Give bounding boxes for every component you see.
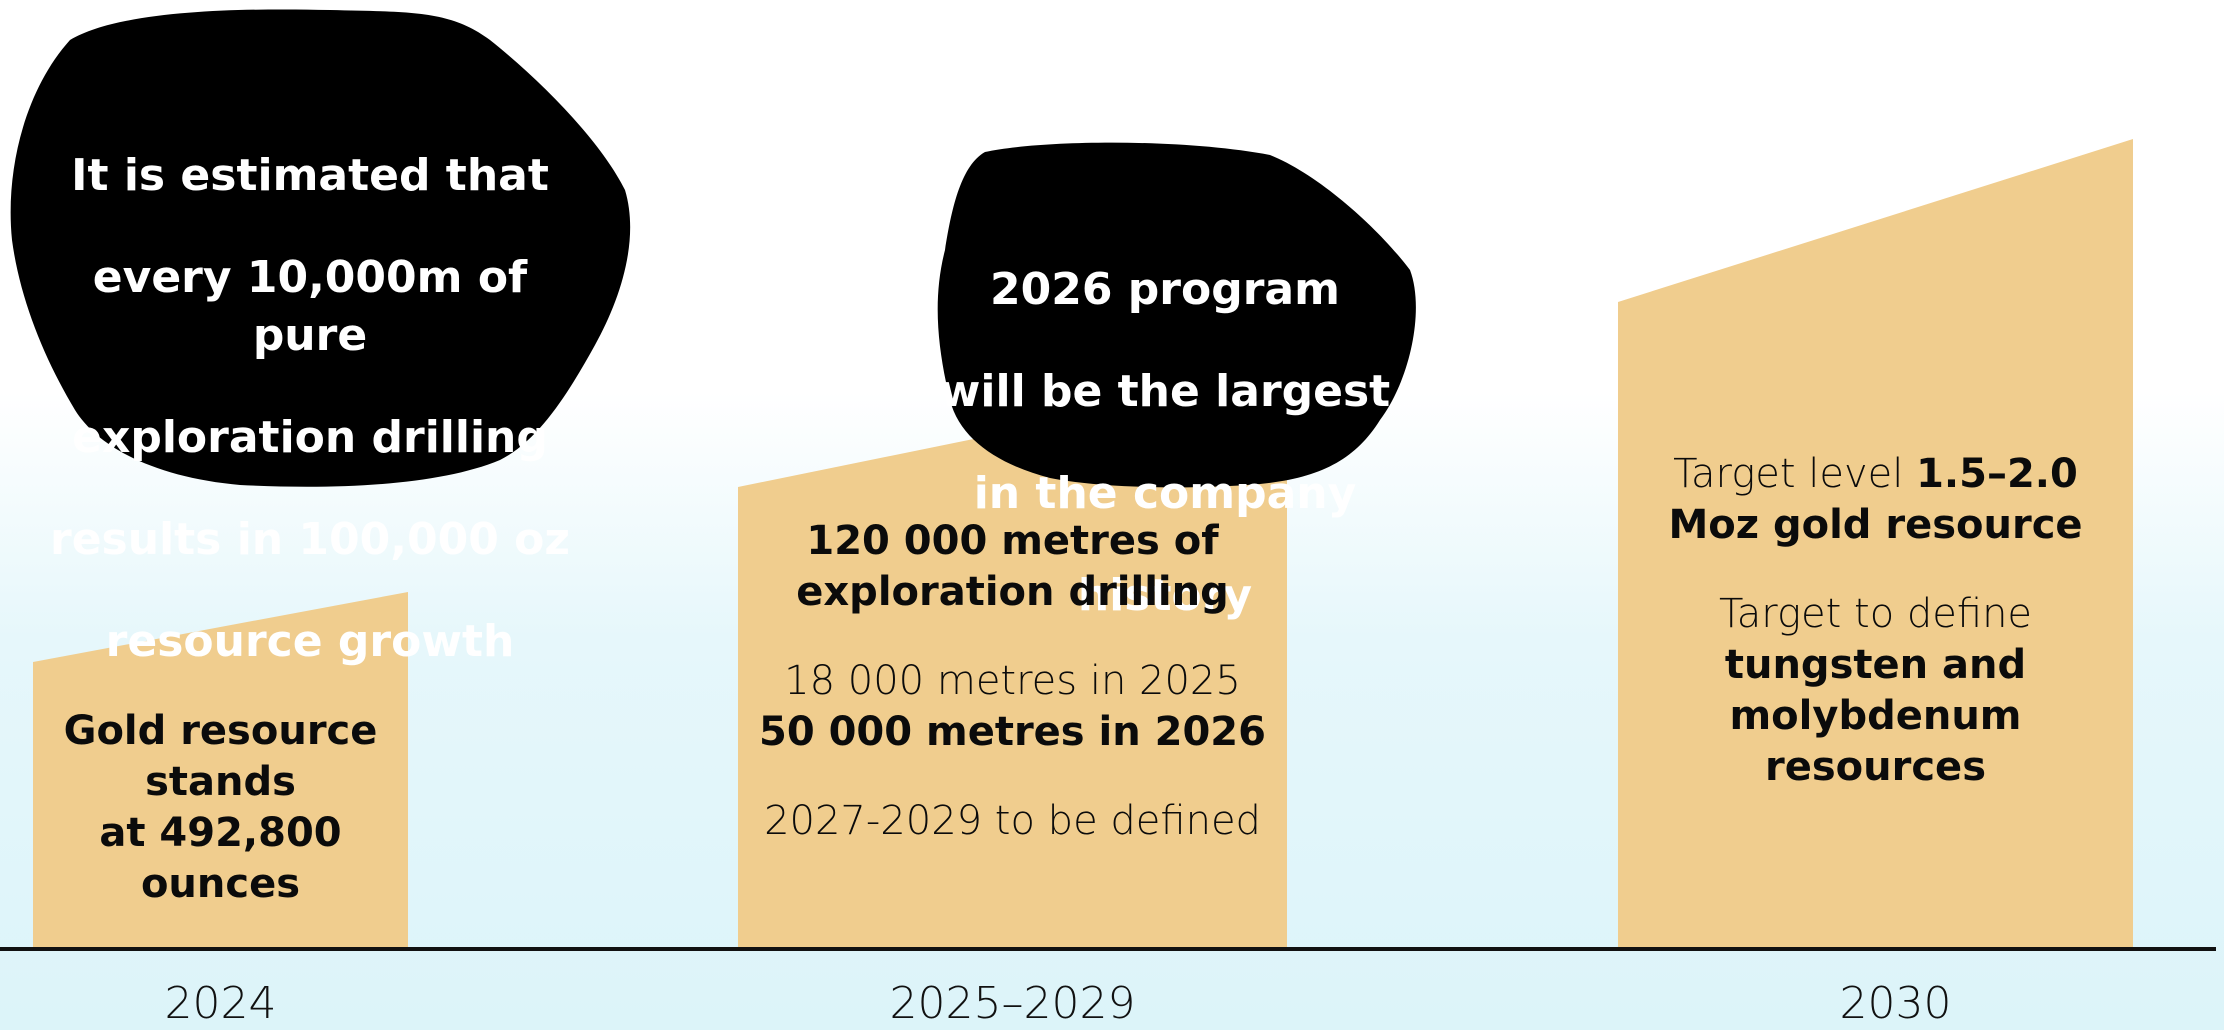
bubble-blob-2 (937, 142, 1416, 488)
target-metals-line: resources (1765, 744, 1986, 790)
bubble-1-line: exploration drilling (72, 412, 548, 463)
year-label-2024: 2024 (164, 978, 277, 1029)
target-metals-line: molybdenum (1729, 693, 2022, 739)
bubble-2-line: history (1077, 570, 1253, 621)
year-label-2025-2029: 2025–2029 (889, 978, 1136, 1029)
drilling-footnote: 2027-2029 to be defined (764, 798, 1261, 844)
bubble-1-text: It is estimated that every 10,000m of pu… (30, 103, 590, 715)
column-2024-line: ounces (140, 861, 301, 907)
bubble-2-line: in the company (973, 468, 1357, 519)
column-2024-text: Gold resource stands at 492,800 ounces (33, 706, 408, 910)
year-label-2030: 2030 (1839, 978, 1952, 1029)
column-2030-text: Target level 1.5–2.0 Moz gold resource T… (1618, 449, 2133, 793)
target-gold-light: Target level (1673, 451, 1917, 497)
bar-2024 (33, 592, 408, 948)
target-metals-line: tungsten and (1724, 642, 2027, 688)
drilling-heading: 120 000 metres of (806, 518, 1219, 564)
bubble-1-line: every 10,000m of pure (92, 252, 528, 361)
column-2024-line: Gold resource (63, 708, 378, 754)
column-2025-2029-text: 120 000 metres of exploration drilling 1… (738, 516, 1287, 847)
drilling-2025: 18 000 metres in 2025 (784, 658, 1241, 704)
drilling-2026: 50 000 metres in 2026 (759, 709, 1266, 755)
bubble-1-line: results in 100,000 oz (50, 514, 570, 565)
bar-2030 (1618, 139, 2133, 948)
bubble-1-line: resource growth (105, 616, 515, 667)
drilling-heading: exploration drilling (796, 569, 1229, 615)
bubble-blob-1 (10, 9, 631, 487)
bubble-1-line: It is estimated that (71, 150, 549, 201)
target-gold-unit: Moz gold resource (1668, 502, 2083, 548)
target-gold-line: Target level 1.5–2.0 (1618, 449, 2133, 500)
column-2024-line: stands (145, 759, 296, 805)
bubble-2-text: 2026 program will be the largest in the … (930, 217, 1400, 669)
column-2024-line: at 492,800 (99, 810, 342, 856)
bubble-2-line: 2026 program (990, 264, 1340, 315)
target-gold-range: 1.5–2.0 (1916, 451, 2078, 497)
target-define: Target to define (1718, 591, 2033, 637)
bubble-2-line: will be the largest (939, 366, 1391, 417)
bar-2025-2029 (738, 375, 1287, 948)
